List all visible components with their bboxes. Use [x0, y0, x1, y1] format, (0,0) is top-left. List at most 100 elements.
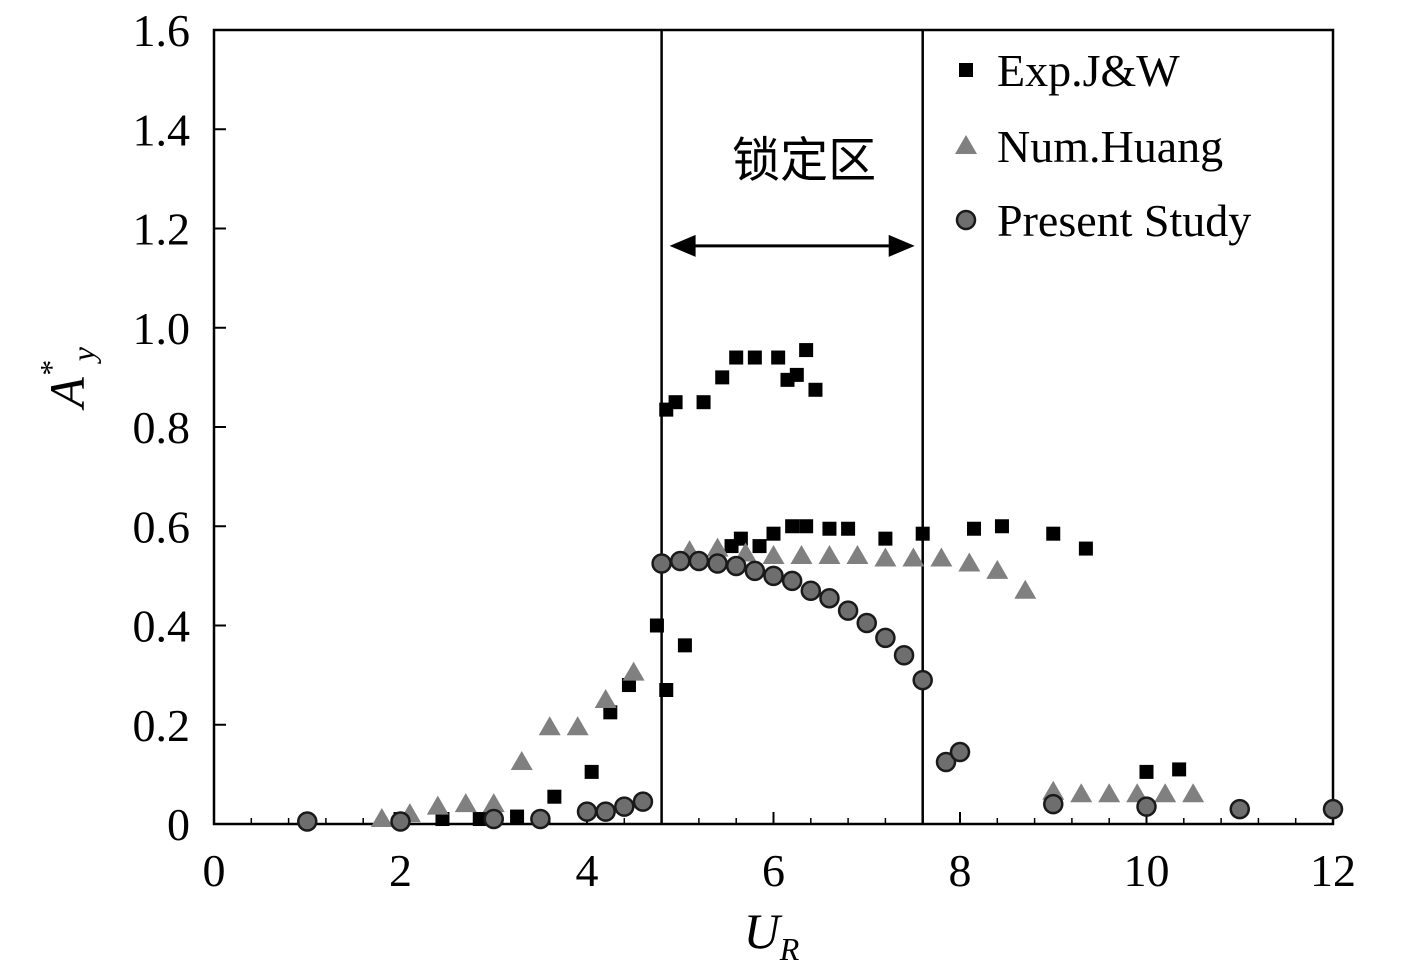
y-tick-label: 0.6: [133, 501, 191, 552]
y-tick-label: 0: [167, 799, 190, 850]
series-square: [393, 343, 1187, 827]
data-point: [632, 791, 654, 812]
data-point: [856, 612, 877, 634]
data-point: [454, 793, 477, 813]
data-point: [958, 552, 981, 572]
data-point: [1139, 764, 1154, 779]
data-point: [808, 382, 823, 397]
data-point: [614, 796, 635, 817]
data-point: [1322, 798, 1344, 820]
data-point: [707, 553, 728, 574]
data-point: [837, 600, 859, 621]
x-axis-label-sub: R: [779, 931, 800, 965]
series-triangle: [370, 537, 1205, 828]
data-point: [902, 547, 925, 567]
x-axis-label-main: U: [744, 903, 783, 959]
x-tick-label: 10: [1124, 845, 1170, 896]
data-point: [818, 545, 841, 565]
data-point: [696, 395, 711, 410]
data-point: [668, 395, 683, 410]
data-point: [1182, 783, 1205, 803]
data-point: [1078, 541, 1093, 556]
data-point: [706, 537, 729, 557]
data-point: [994, 519, 1009, 534]
data-point: [766, 526, 781, 541]
data-point: [1014, 579, 1037, 599]
data-point: [1046, 526, 1061, 541]
y-tick-label: 0.8: [133, 402, 191, 453]
data-point: [747, 350, 762, 365]
data-point: [670, 550, 691, 572]
data-point: [651, 553, 672, 574]
data-point: [595, 801, 616, 822]
x-tick-label: 6: [762, 845, 785, 896]
y-tick-label: 1.0: [133, 303, 191, 354]
data-point: [781, 570, 803, 592]
data-point: [912, 669, 933, 691]
data-point: [875, 627, 896, 649]
data-point: [715, 370, 730, 385]
data-point: [762, 545, 785, 565]
data-point: [893, 645, 915, 666]
legend: Exp.J&W Num.Huang Present Study: [955, 45, 1251, 246]
data-point: [799, 343, 814, 358]
data-point: [659, 683, 674, 698]
series-circle: [297, 550, 1344, 832]
data-point: [1042, 780, 1065, 800]
y-axis-label: A*y: [33, 346, 101, 411]
data-point: [370, 808, 393, 828]
data-point: [930, 547, 953, 567]
x-tick-label: 0: [203, 845, 226, 896]
data-point: [874, 547, 897, 567]
y-tick-label: 1.6: [133, 5, 191, 56]
legend-label: Exp.J&W: [997, 45, 1180, 96]
y-axis-label-sub: y: [65, 346, 101, 364]
x-tick-label: 12: [1310, 845, 1356, 896]
data-point: [800, 580, 822, 602]
lock-in-label: 锁定区: [732, 132, 876, 188]
y-tick-label: 0.2: [133, 700, 191, 751]
data-point: [530, 808, 551, 830]
data-point: [510, 750, 533, 770]
data-point: [790, 545, 813, 565]
data-point: [878, 531, 893, 546]
data-point: [841, 521, 856, 536]
data-point: [949, 741, 971, 763]
legend-marker: [955, 209, 977, 231]
data-point: [763, 565, 784, 587]
data-point: [1154, 783, 1177, 803]
x-tick-label: 8: [949, 845, 972, 896]
y-tick-label: 1.4: [133, 104, 191, 155]
lock-in-arrow-left-head: [669, 234, 696, 257]
data-point: [576, 801, 598, 822]
data-point: [603, 705, 618, 720]
lock-in-region: 锁定区: [660, 30, 924, 824]
data-point: [435, 812, 450, 827]
data-point: [1098, 783, 1121, 803]
data-point: [986, 559, 1009, 579]
data-point: [594, 688, 617, 708]
data-point: [677, 638, 692, 653]
data-point: [483, 808, 504, 830]
data-point: [297, 811, 318, 832]
data-point: [622, 661, 645, 681]
x-tick-label: 2: [389, 845, 412, 896]
data-point: [538, 716, 561, 736]
data-point: [584, 764, 599, 779]
y-tick-label: 1.2: [133, 204, 191, 255]
data-point: [390, 811, 411, 832]
legend-label: Num.Huang: [997, 121, 1223, 172]
data-point: [482, 793, 505, 813]
axis-labels: UR A*y: [33, 346, 800, 965]
data-point: [1229, 798, 1250, 820]
data-point: [729, 350, 744, 365]
x-tick-label: 4: [576, 845, 599, 896]
data-point: [1136, 796, 1157, 817]
data-point: [510, 809, 525, 824]
axis-ticks: 0 2 4 6 8 10 12 0 0.2 0.4 0.6 0.8 1.0 1.2 1.4 1.6: [133, 5, 1357, 896]
data-point: [733, 531, 748, 546]
data-point: [789, 367, 804, 382]
data-point: [744, 560, 766, 582]
data-point: [1043, 793, 1064, 815]
